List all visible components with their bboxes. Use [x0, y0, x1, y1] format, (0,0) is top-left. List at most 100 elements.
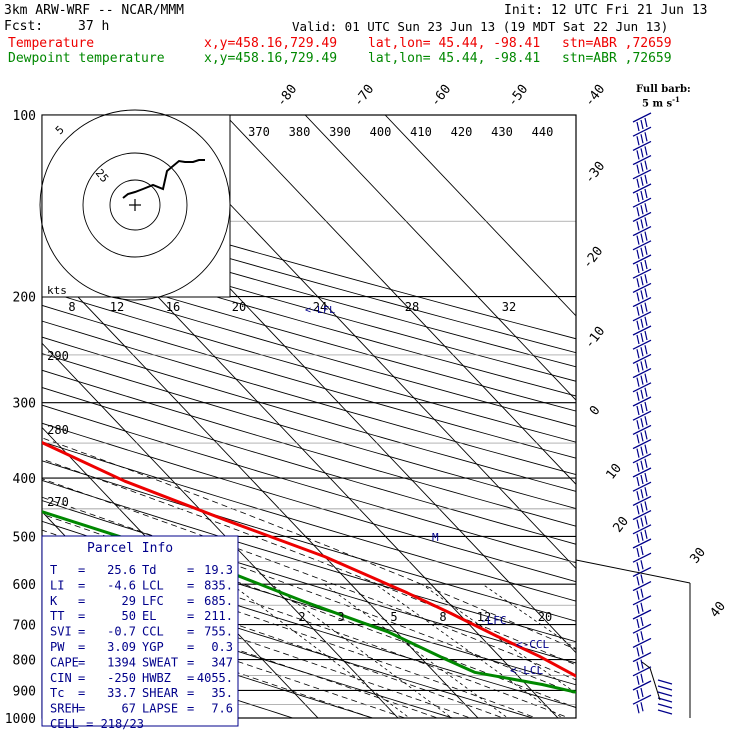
theta-label: 420 — [451, 125, 473, 139]
dry-adiabat-line — [42, 217, 576, 368]
wind-barb-flag — [636, 689, 640, 700]
isotherm-line — [144, 115, 576, 570]
hodograph-trace — [122, 159, 205, 199]
lcl-mark: <-LCL — [510, 664, 543, 677]
wind-barb-staff — [632, 609, 652, 620]
wind-barb-flag — [644, 487, 648, 497]
parcel-eq-right: = — [187, 640, 194, 654]
parcel-eq-right: = — [187, 671, 194, 685]
mixing-ratio-lines — [231, 583, 576, 718]
wind-barb-staff — [632, 666, 652, 677]
dry-adiabat-line — [42, 500, 576, 664]
wind-barb-flag — [636, 405, 640, 416]
moist-adiabat-line — [42, 458, 576, 666]
wind-barb-flag — [636, 192, 640, 203]
parcel-value-left: -250 — [107, 671, 136, 685]
wind-barb-staff — [632, 282, 652, 293]
wind-barb-flag — [636, 675, 640, 685]
temperature-station: stn=ABR ,72659 — [562, 36, 672, 51]
dry-adiabat-line — [42, 231, 576, 382]
wind-barb-flag — [640, 645, 644, 655]
parcel-value-left: 50 — [122, 609, 136, 623]
theta-e-label: 270 — [47, 495, 69, 509]
parcel-value-right: 685. — [204, 594, 233, 608]
pressure-tick-label: 400 — [13, 472, 36, 487]
lfl-mark: <-LFL — [305, 305, 335, 316]
barb-guide — [649, 667, 661, 701]
parcel-key-left: TT — [50, 609, 64, 623]
wind-barb-flag — [640, 673, 644, 683]
dry-adiabat-line — [42, 336, 576, 492]
parcel-key-left: SVI — [50, 625, 72, 639]
wind-barb-flag — [636, 320, 640, 330]
parcel-eq-left: = — [78, 671, 85, 685]
parcel-value-right: 7.6 — [211, 702, 233, 716]
hodograph-box — [41, 114, 231, 298]
pressure-tick-label: 200 — [13, 291, 36, 306]
wind-barb-flag — [636, 164, 640, 174]
wind-barb-flag — [644, 416, 648, 426]
parcel-key-left: CAPE — [50, 655, 79, 669]
mixing-ratio-label: 12 — [110, 300, 124, 314]
mixing-ratio-line — [271, 583, 453, 718]
parcel-eq-right: = — [187, 563, 194, 577]
sounding-profiles — [42, 440, 576, 694]
init-time: Init: 12 UTC Fri 21 Jun 13 — [504, 3, 708, 18]
dry-adiabat-line — [42, 289, 576, 443]
parcel-key-right: SHEAR — [142, 686, 179, 700]
wind-barb-flag — [640, 588, 644, 598]
parcel-value-right: 4055. — [197, 671, 233, 685]
pressure-tick-label: 800 — [13, 654, 36, 669]
parcel-value-left: 1394 — [107, 655, 136, 669]
wind-barb-flag — [636, 547, 640, 558]
wind-barb-flag — [640, 687, 644, 698]
wind-barb-flag — [636, 349, 640, 359]
parcel-eq-left: = — [78, 625, 85, 639]
dry-adiabat-line — [42, 460, 576, 622]
wind-barb-staff — [632, 410, 652, 421]
wind-barb-flag — [636, 178, 640, 188]
isotherm-line — [42, 258, 479, 718]
wind-barb-low — [657, 709, 673, 715]
parcel-value-left: 29 — [122, 594, 136, 608]
wind-barb-staff — [632, 226, 652, 237]
wind-barb-flag — [636, 150, 640, 160]
parcel-eq-right: = — [187, 578, 194, 592]
wind-barb-flag — [636, 661, 640, 671]
pressure-tick-label: 300 — [13, 397, 36, 412]
wind-barb-flag — [640, 375, 644, 385]
wind-barb-staff — [632, 481, 652, 492]
dry-adiabat-line — [42, 274, 576, 427]
wind-barb-flag — [636, 448, 640, 458]
wind-barb-flag — [644, 132, 648, 142]
wind-barb-flag — [640, 531, 644, 541]
wind-barb-flag — [636, 334, 640, 345]
wind-barb-flag — [644, 373, 648, 383]
isotherm-line — [224, 115, 576, 485]
parcel-key-right: SWEAT — [142, 655, 178, 669]
theta-label: 380 — [289, 125, 311, 139]
mixing-ratio-label: 8 — [68, 300, 75, 314]
hodograph-ring — [82, 152, 188, 258]
wind-barb-flag — [644, 217, 648, 227]
parcel-key-right: LAPSE — [142, 702, 178, 716]
wind-barb-flag — [636, 476, 640, 487]
wind-barb-staff — [632, 637, 652, 648]
wind-barb-low — [657, 679, 673, 685]
dry-adiabat-line — [42, 587, 455, 718]
parcel-eq-right: = — [187, 655, 194, 669]
temperature-profile — [42, 440, 576, 678]
wind-barb-flag — [640, 347, 644, 357]
wind-barb-staff — [632, 552, 652, 563]
wind-barb-flag — [644, 174, 648, 184]
wind-barb-flag — [644, 345, 648, 355]
dry-adiabat-line — [42, 245, 576, 397]
wind-barb-low — [657, 685, 673, 691]
isotherm-line — [384, 115, 576, 317]
wind-barb-flag — [640, 631, 644, 641]
wind-barb-flag — [644, 188, 648, 199]
wind-barb-flag — [636, 647, 640, 657]
wind-barb-flag — [644, 501, 648, 511]
parcel-value-right: 19.3 — [204, 563, 233, 577]
